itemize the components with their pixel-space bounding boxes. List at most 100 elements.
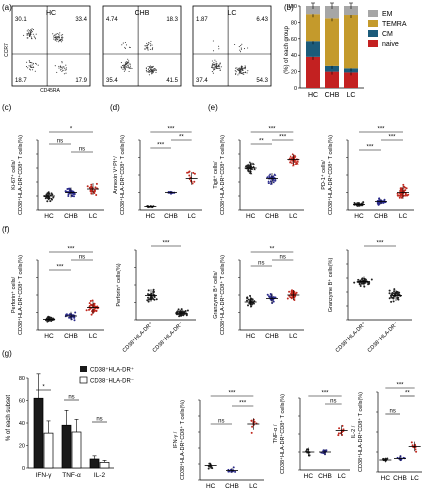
flow-event [217,67,219,69]
b-y-ticklabel: 0 [294,86,297,92]
data-point [91,299,94,302]
flow-event [240,45,242,47]
data-point [68,316,71,319]
data-point [378,203,381,205]
data-point [147,289,150,292]
flow-event [214,59,216,61]
flow-event [27,29,29,31]
sig-label: ** [259,139,264,145]
data-point [88,305,91,307]
flow-event [124,46,126,48]
data-point [274,296,277,299]
x-ticklabel: CD38⁺HLA-DR⁺ [334,320,368,354]
data-point [361,277,364,280]
data-point [67,193,70,196]
data-point [266,293,269,296]
data-point [93,190,96,193]
data-point [65,314,68,316]
panel-f2: Perforin⁺ cells(%) CD38⁺HLA-DR⁺CD38⁻HLA-D… [115,241,196,354]
flow-event [146,42,148,44]
flow-event [239,71,241,73]
y-label-line2: CD38⁺HLA-DR⁺CD8⁺ T cells(%) [357,392,364,472]
data-point [152,288,155,291]
sig-label: *** [366,145,374,151]
flow-event [35,63,38,65]
data-point [388,292,391,295]
y-label-line2: CD38⁺HLA-DR⁺CD8⁺ T cells(%) [17,255,24,335]
sig-label: ** [179,135,184,141]
data-point [74,311,77,314]
flow-plot-title: HC [46,10,56,17]
data-point [295,160,299,163]
flow-event [147,65,149,68]
flow-event [23,34,25,36]
flow-event [27,67,29,69]
flow-event [65,64,67,66]
data-point [247,298,250,301]
flow-event [244,68,246,70]
data-point [378,197,381,200]
flow-event [120,67,122,69]
flow-event [32,67,34,69]
y-label-line1: Tigit⁺ cells/ [212,161,219,189]
flow-event [121,44,123,46]
data-point [364,281,367,284]
panel-c: Ki-67⁺ cells/CD38⁺HLA-DR⁺CD8⁺ T cells(%)… [10,127,104,220]
flow-event [53,35,55,37]
flow-event [236,67,238,69]
flow-event [241,68,243,70]
flow-event [61,41,63,43]
flow-event [26,30,28,32]
y-label-line2: CD38⁺HLA-DR⁺CD8⁺ T cells(%) [219,255,226,335]
flow-event [149,45,152,47]
x-ticklabel: HC [246,213,256,220]
flow-plots: HC 30.1 33.4 18.7 17.9 CHB 4.74 18.3 35.4 41.5 LC 1… [11,5,272,87]
data-point [155,298,158,301]
y-label-line2: CD38⁺HLA-DR⁺CD8⁺ T cells(%) [219,135,226,215]
flow-event [150,70,152,72]
flow-q2: 18.3 [166,17,178,23]
sig-label: *** [67,247,75,253]
data-point [353,281,356,284]
data-point [95,182,98,185]
data-point [90,183,93,186]
data-point [85,309,88,312]
sig-label: ns [57,139,63,145]
data-point [86,185,89,188]
x-ticklabel: CHB [393,475,407,482]
data-point [404,186,407,189]
data-point [270,182,273,185]
flow-event [244,65,246,67]
data-point [404,189,407,192]
flow-event [32,29,34,31]
legend-label-naive: naive [382,41,399,48]
data-point [382,458,385,460]
flow-event [243,48,246,50]
g1-x-ticklabel: IFN-γ [36,472,53,479]
flow-event [126,66,128,68]
legend-label-em: EM [382,11,393,18]
flow-event [60,39,62,41]
flow-event [235,73,237,76]
flow-event [58,35,60,37]
flow-event [244,72,246,74]
data-point [93,308,96,311]
flow-event [28,61,31,63]
flow-event [123,64,126,66]
flow-event [215,66,217,68]
data-point [67,187,70,190]
flow-event [152,66,154,68]
x-ticklabel: CHB [374,213,388,220]
y-label-line2: CD38⁺HLA-DR⁺CD8⁺ T cells(%) [279,394,286,474]
data-point [52,317,54,320]
flow-event [30,36,32,38]
flow-event [146,71,148,73]
flow-event [58,39,60,41]
data-point [232,466,235,469]
data-point [269,180,272,183]
panel-c-letter: (c) [2,103,12,112]
flow-event [241,67,243,69]
flow-event [234,70,236,72]
flow-event [247,70,249,72]
data-point [273,179,277,182]
